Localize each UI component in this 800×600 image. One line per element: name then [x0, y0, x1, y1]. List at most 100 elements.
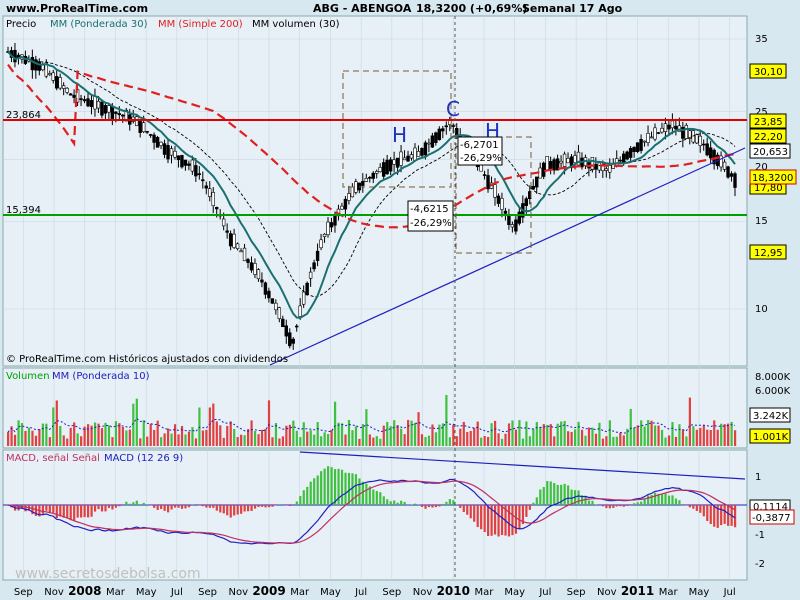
candle-body [72, 94, 76, 98]
candle-body [295, 325, 299, 328]
macd-hist-bar [375, 491, 378, 505]
x-tick-label: 2009 [252, 584, 285, 598]
svg-text:30,10: 30,10 [754, 67, 783, 78]
macd-axis-1: 1 [755, 472, 761, 483]
candle-body [249, 262, 254, 271]
candle-body [169, 148, 174, 156]
candle-body [705, 143, 709, 156]
volume-bar [97, 423, 100, 446]
volume-bar [306, 431, 309, 446]
candle-body [552, 159, 556, 171]
tag-2385: 23,85 [749, 113, 787, 129]
macd-hist-bar [128, 503, 131, 505]
volume-bar [546, 424, 549, 446]
macd-hist-bar [643, 498, 646, 505]
macd-hist-bar [233, 505, 236, 516]
candle-body [208, 188, 212, 197]
volume-bar [379, 438, 382, 446]
candle-body [395, 157, 400, 168]
volume-bar [674, 436, 678, 446]
macd-hist-bar [556, 484, 559, 505]
x-tick-label: Nov [229, 587, 249, 598]
candle-body [155, 136, 160, 148]
volume-bars [7, 395, 737, 446]
candle-body [152, 134, 156, 143]
volume-bar [462, 421, 465, 446]
macd-hist-bar [187, 505, 191, 508]
volume-bar [365, 409, 368, 446]
axis-10: 10 [755, 304, 768, 315]
volume-bar [93, 422, 97, 446]
volume-bar [219, 425, 222, 446]
macd-hist-bar [431, 505, 434, 508]
macd-hist-bar [539, 489, 542, 505]
volume-bar [476, 421, 479, 446]
site-url[interactable]: www.ProRealTime.com [6, 2, 149, 15]
macd-hist-bar [302, 490, 305, 505]
candle-body [86, 98, 90, 107]
volume-bar [247, 429, 250, 446]
volume-bar [351, 430, 354, 446]
volume-bar [222, 437, 225, 446]
volume-bar [507, 423, 511, 446]
volume-bar [734, 430, 737, 446]
candle-body [48, 73, 52, 76]
macd-hist-bar [493, 505, 497, 535]
candle-body [441, 128, 445, 132]
volume-bar [441, 423, 445, 446]
macd-hist-bar [706, 505, 709, 521]
candle-body [58, 77, 62, 89]
volume-bar [504, 433, 507, 446]
macd-signal-line [7, 480, 736, 544]
copyright-text: © ProRealTime.com Históricos ajustados c… [6, 353, 288, 365]
volume-bar [455, 436, 458, 446]
macd-hist-bar [76, 505, 79, 518]
candle-body [604, 168, 608, 171]
volume-bar [62, 435, 65, 446]
macd-hist-bar [386, 499, 389, 505]
volume-bar [480, 437, 483, 446]
x-tick-label: Sep [567, 587, 586, 598]
macd-hist-bar [299, 495, 302, 505]
macd-trend-line [299, 451, 746, 480]
volume-bar [87, 424, 90, 446]
volume-bar [553, 436, 556, 446]
macd-hist-bar [716, 505, 719, 528]
volume-bar [41, 423, 44, 446]
macd-hist-bar [420, 505, 424, 507]
candle-body [541, 162, 546, 177]
macd-hist-bar [184, 505, 187, 509]
macd-hist-bar [535, 497, 538, 505]
macd-hist-bar [497, 505, 500, 537]
volume-bar [573, 429, 577, 446]
info-left-1: -4,6215 [410, 204, 449, 215]
candle-body [148, 134, 153, 136]
volume-bar [34, 435, 38, 446]
macd-hist-bar [720, 505, 723, 526]
macd-hist-bar [278, 504, 281, 505]
volume-bar [375, 436, 378, 446]
macd-hist-bar [229, 505, 232, 518]
macd-hist-bar [549, 481, 552, 505]
macd-hist-bar [365, 483, 368, 505]
candle-body [204, 185, 208, 189]
volume-bar [187, 431, 191, 446]
macd-hist-bar [215, 505, 218, 511]
volume-bar [598, 422, 601, 446]
volume-bar [180, 425, 184, 446]
legend-sma: MM (Simple 200) [158, 19, 243, 30]
trend-line [269, 147, 746, 366]
volume-bar [417, 412, 420, 446]
macd-hist-bar [55, 505, 58, 519]
info-box-right [457, 136, 503, 166]
volume-bar [340, 423, 344, 446]
candle-body [364, 178, 368, 182]
svg-text:12,95: 12,95 [754, 248, 783, 259]
candle-body [277, 307, 282, 319]
volume-bar [90, 425, 93, 446]
pattern-c: C [446, 97, 460, 121]
axis-20: 20 [755, 162, 768, 173]
candle-body [65, 87, 69, 93]
candle-body [503, 210, 508, 214]
